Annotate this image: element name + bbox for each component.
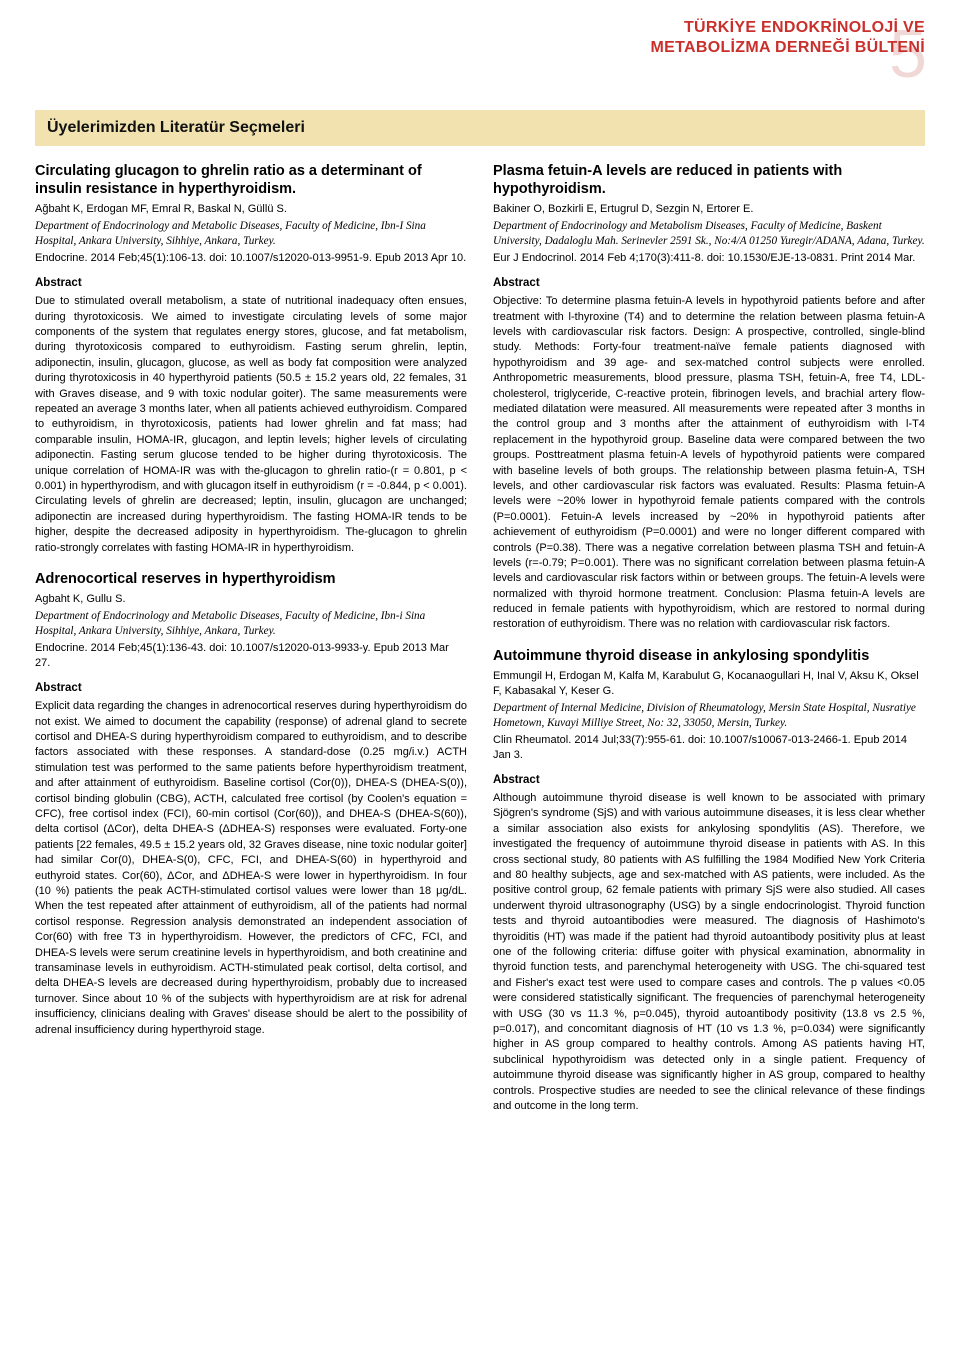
org-line-1: TÜRKİYE ENDOKRİNOLOJİ VE [651,18,925,38]
article-affiliation: Department of Endocrinology and Metaboli… [35,219,467,249]
article-title: Circulating glucagon to ghrelin ratio as… [35,162,467,198]
article-authors: Ağbaht K, Erdogan MF, Emral R, Baskal N,… [35,202,467,217]
abstract-label: Abstract [35,276,467,292]
header-block: 5 TÜRKİYE ENDOKRİNOLOJİ VE METABOLİZMA D… [651,18,925,58]
abstract-body: Objective: To determine plasma fetuin-A … [493,294,925,633]
article-title: Plasma fetuin-A levels are reduced in pa… [493,162,925,198]
article-authors: Agbaht K, Gullu S. [35,592,467,607]
article-title: Adrenocortical reserves in hyperthyroidi… [35,570,467,588]
article-1: Circulating glucagon to ghrelin ratio as… [35,162,467,556]
abstract-label: Abstract [35,681,467,697]
article-authors: Bakiner O, Bozkirli E, Ertugrul D, Sezgi… [493,202,925,217]
columns: Circulating glucagon to ghrelin ratio as… [35,162,925,1129]
page: 5 TÜRKİYE ENDOKRİNOLOJİ VE METABOLİZMA D… [0,0,960,1168]
section-strip: Üyelerimizden Literatür Seçmeleri [35,110,925,146]
article-citation: Endocrine. 2014 Feb;45(1):136-43. doi: 1… [35,641,467,671]
article-citation: Endocrine. 2014 Feb;45(1):106-13. doi: 1… [35,251,467,266]
article-affiliation: Department of Internal Medicine, Divisio… [493,701,925,731]
abstract-body: Due to stimulated overall metabolism, a … [35,294,467,556]
article-citation: Eur J Endocrinol. 2014 Feb 4;170(3):411-… [493,251,925,266]
article-authors: Emmungil H, Erdogan M, Kalfa M, Karabulu… [493,669,925,699]
article-affiliation: Department of Endocrinology and Metaboli… [35,609,467,639]
article-citation: Clin Rheumatol. 2014 Jul;33(7):955-61. d… [493,733,925,763]
article-title: Autoimmune thyroid disease in ankylosing… [493,647,925,665]
article-2: Adrenocortical reserves in hyperthyroidi… [35,570,467,1038]
abstract-label: Abstract [493,276,925,292]
left-column: Circulating glucagon to ghrelin ratio as… [35,162,467,1129]
abstract-body: Although autoimmune thyroid disease is w… [493,791,925,1114]
abstract-body: Explicit data regarding the changes in a… [35,699,467,1038]
abstract-label: Abstract [493,773,925,789]
right-column: Plasma fetuin-A levels are reduced in pa… [493,162,925,1129]
org-line-2: METABOLİZMA DERNEĞİ BÜLTENİ [651,38,925,58]
article-affiliation: Department of Endocrinology and Metaboli… [493,219,925,249]
article-4: Autoimmune thyroid disease in ankylosing… [493,647,925,1114]
article-3: Plasma fetuin-A levels are reduced in pa… [493,162,925,633]
